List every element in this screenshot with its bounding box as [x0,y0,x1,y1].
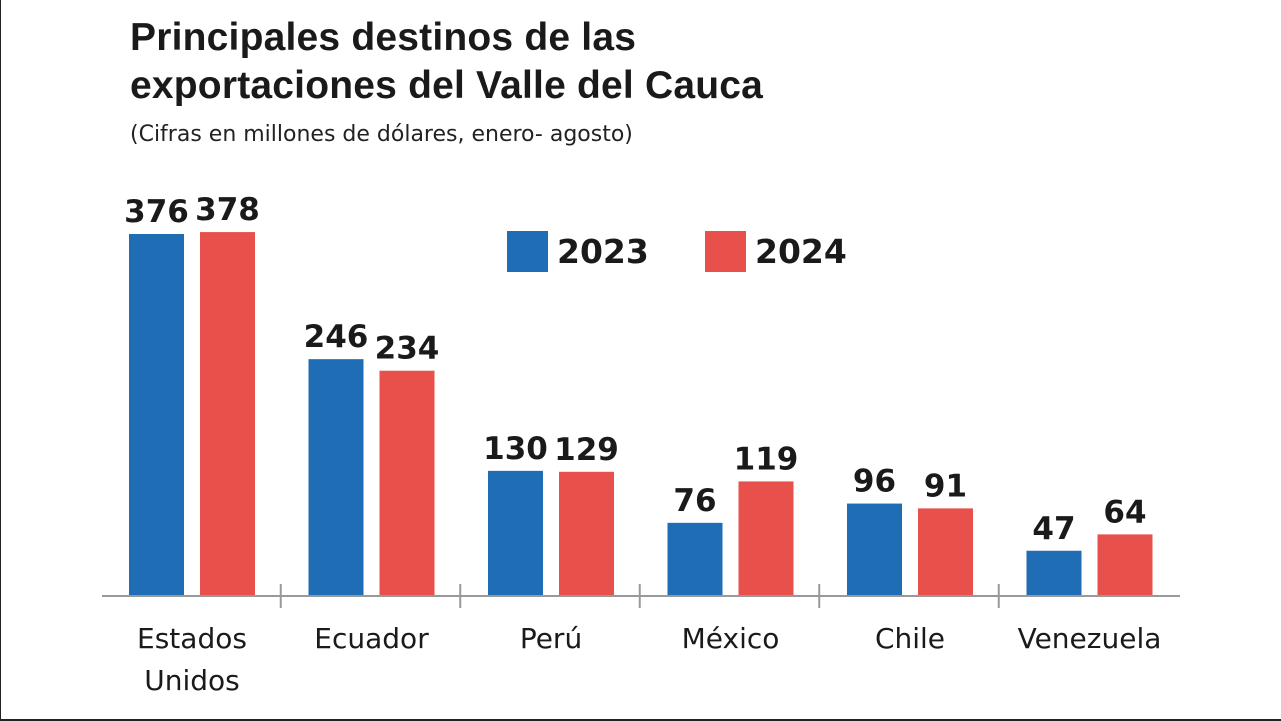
value-label-2023-0: 376 [124,194,189,230]
bar-2023-2 [488,470,543,596]
bar-2024-0 [200,232,255,596]
bar-2024-5 [1097,534,1153,596]
bar-2023-1 [308,359,364,596]
category-label-2: Perú [520,622,582,655]
bar-2024-3 [738,481,794,596]
chart-title-line-2: exportaciones del Valle del Cauca [130,64,764,107]
value-label-2023-3: 76 [673,483,716,519]
category-label-5: Venezuela [1018,622,1162,655]
value-label-2024-0: 378 [195,192,260,228]
legend-item-2024: 2024 [705,230,847,272]
chart-subtitle: (Cifras en millones de dólares, enero- a… [130,122,633,147]
value-label-2023-2: 130 [483,431,548,467]
value-label-2023-4: 96 [853,464,896,500]
legend-item-2023: 2023 [507,230,649,272]
value-label-2023-5: 47 [1032,511,1075,547]
bar-2024-2 [559,471,614,596]
bar-2024-4 [918,508,973,596]
value-label-2023-1: 246 [304,319,369,355]
bar-2023-5 [1026,550,1082,596]
value-label-2024-1: 234 [375,331,440,367]
bar-2024-1 [379,370,435,596]
value-label-2024-2: 129 [554,432,619,468]
chart-title: Principales destinos de las exportacione… [130,14,763,110]
chart-title-line-1: Principales destinos de las [130,16,637,59]
legend-swatch-2024 [705,230,746,272]
value-label-2024-3: 119 [734,441,799,477]
value-label-2024-4: 91 [924,468,967,504]
value-label-2024-5: 64 [1103,494,1146,530]
bar-2023-3 [667,522,723,596]
bar-2023-4 [847,503,902,596]
legend-label-2024: 2024 [755,231,847,271]
category-label-0-line-0: Estados [137,622,247,655]
bar-2023-0 [129,234,184,596]
category-label-1: Ecuador [314,622,429,655]
category-label-3: México [682,622,780,655]
category-label-0-line-1: Unidos [144,664,240,697]
legend-swatch-2023 [507,230,548,272]
legend-label-2023: 2023 [557,231,649,271]
category-label-4: Chile [875,622,945,655]
